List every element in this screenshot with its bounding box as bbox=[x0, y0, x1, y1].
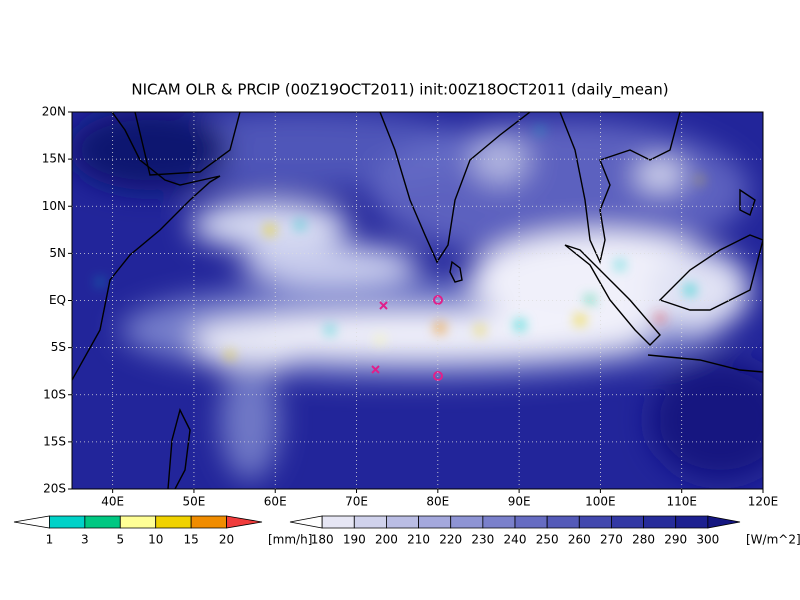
lon-tick-label: 80E bbox=[426, 495, 449, 509]
colorbar-unit: [W/m^2] bbox=[746, 533, 800, 547]
map-field bbox=[72, 112, 763, 489]
map-title: NICAM OLR & PRCIP (00Z19OCT2011) init:00… bbox=[131, 81, 668, 100]
colorbar-swatch bbox=[675, 515, 709, 529]
precip-field bbox=[97, 127, 703, 359]
map-frame bbox=[71, 111, 764, 490]
lon-tick-label: 90E bbox=[508, 495, 531, 509]
colorbar-label: 200 bbox=[375, 533, 398, 547]
colorbar-label: 260 bbox=[568, 533, 591, 547]
colorbar-label: 270 bbox=[600, 533, 623, 547]
colorbar-label: 230 bbox=[471, 533, 494, 547]
lon-tick-label: 40E bbox=[101, 495, 124, 509]
colorbar-label: 3 bbox=[81, 533, 89, 547]
colorbar-swatch bbox=[386, 515, 419, 529]
lon-tick-label: 100E bbox=[585, 495, 616, 509]
colorbar-label: 5 bbox=[116, 533, 124, 547]
colorbar-label: 180 bbox=[311, 533, 334, 547]
lat-tick-label: 15S bbox=[43, 434, 66, 448]
lat-tick-label: 20N bbox=[42, 105, 66, 119]
lat-tick-label: 20S bbox=[43, 482, 66, 496]
colorbar-unit: [mm/h] bbox=[268, 533, 312, 547]
colorbar-label: 15 bbox=[184, 533, 199, 547]
lon-tick-label: 70E bbox=[345, 495, 368, 509]
lat-tick-label: 10N bbox=[42, 199, 66, 213]
colorbar-swatch bbox=[546, 515, 580, 529]
colorbar-swatch bbox=[643, 515, 677, 529]
colorbar-label: 220 bbox=[439, 533, 462, 547]
colorbar-swatch bbox=[155, 515, 192, 529]
colorbar-swatch bbox=[450, 515, 484, 529]
colorbar-label: 300 bbox=[696, 533, 719, 547]
colorbar-swatch bbox=[482, 515, 516, 529]
lat-tick-label: 5S bbox=[51, 340, 66, 354]
colorbar-label: 20 bbox=[219, 533, 234, 547]
colorbar-swatch bbox=[190, 515, 227, 529]
colorbar-label: 250 bbox=[536, 533, 559, 547]
colorbar-label: 290 bbox=[664, 533, 687, 547]
colorbar-swatch bbox=[119, 515, 157, 529]
colorbar-label: 190 bbox=[343, 533, 366, 547]
colorbar-swatch bbox=[289, 515, 323, 529]
colorbar-swatch bbox=[321, 515, 355, 529]
colorbar-swatch bbox=[226, 515, 263, 529]
colorbar-swatch bbox=[578, 515, 612, 529]
colorbar-label: 280 bbox=[632, 533, 655, 547]
coastlines bbox=[72, 112, 763, 489]
colorbar-swatch bbox=[353, 515, 387, 529]
colorbar-label: 240 bbox=[504, 533, 527, 547]
lat-tick-label: 15N bbox=[42, 152, 66, 166]
olr-field bbox=[72, 112, 763, 480]
lat-tick-label: 5N bbox=[49, 246, 66, 260]
colorbar-swatch bbox=[49, 515, 86, 529]
lon-tick-label: 60E bbox=[264, 495, 287, 509]
lat-tick-label: EQ bbox=[49, 293, 66, 307]
lon-tick-label: 50E bbox=[183, 495, 206, 509]
colorbar-label: 1 bbox=[46, 533, 54, 547]
colorbar-swatch bbox=[13, 515, 50, 529]
lon-tick-label: 110E bbox=[666, 495, 697, 509]
lat-tick-label: 10S bbox=[43, 387, 66, 401]
colorbar-swatch bbox=[611, 515, 644, 529]
colorbar-swatch bbox=[514, 515, 548, 529]
colorbar-label: 210 bbox=[407, 533, 430, 547]
lon-tick-label: 120E bbox=[748, 495, 779, 509]
colorbar-label: 10 bbox=[148, 533, 163, 547]
colorbar-swatch bbox=[418, 515, 452, 529]
colorbar-swatch bbox=[707, 515, 741, 529]
colorbar-swatch bbox=[84, 515, 121, 529]
